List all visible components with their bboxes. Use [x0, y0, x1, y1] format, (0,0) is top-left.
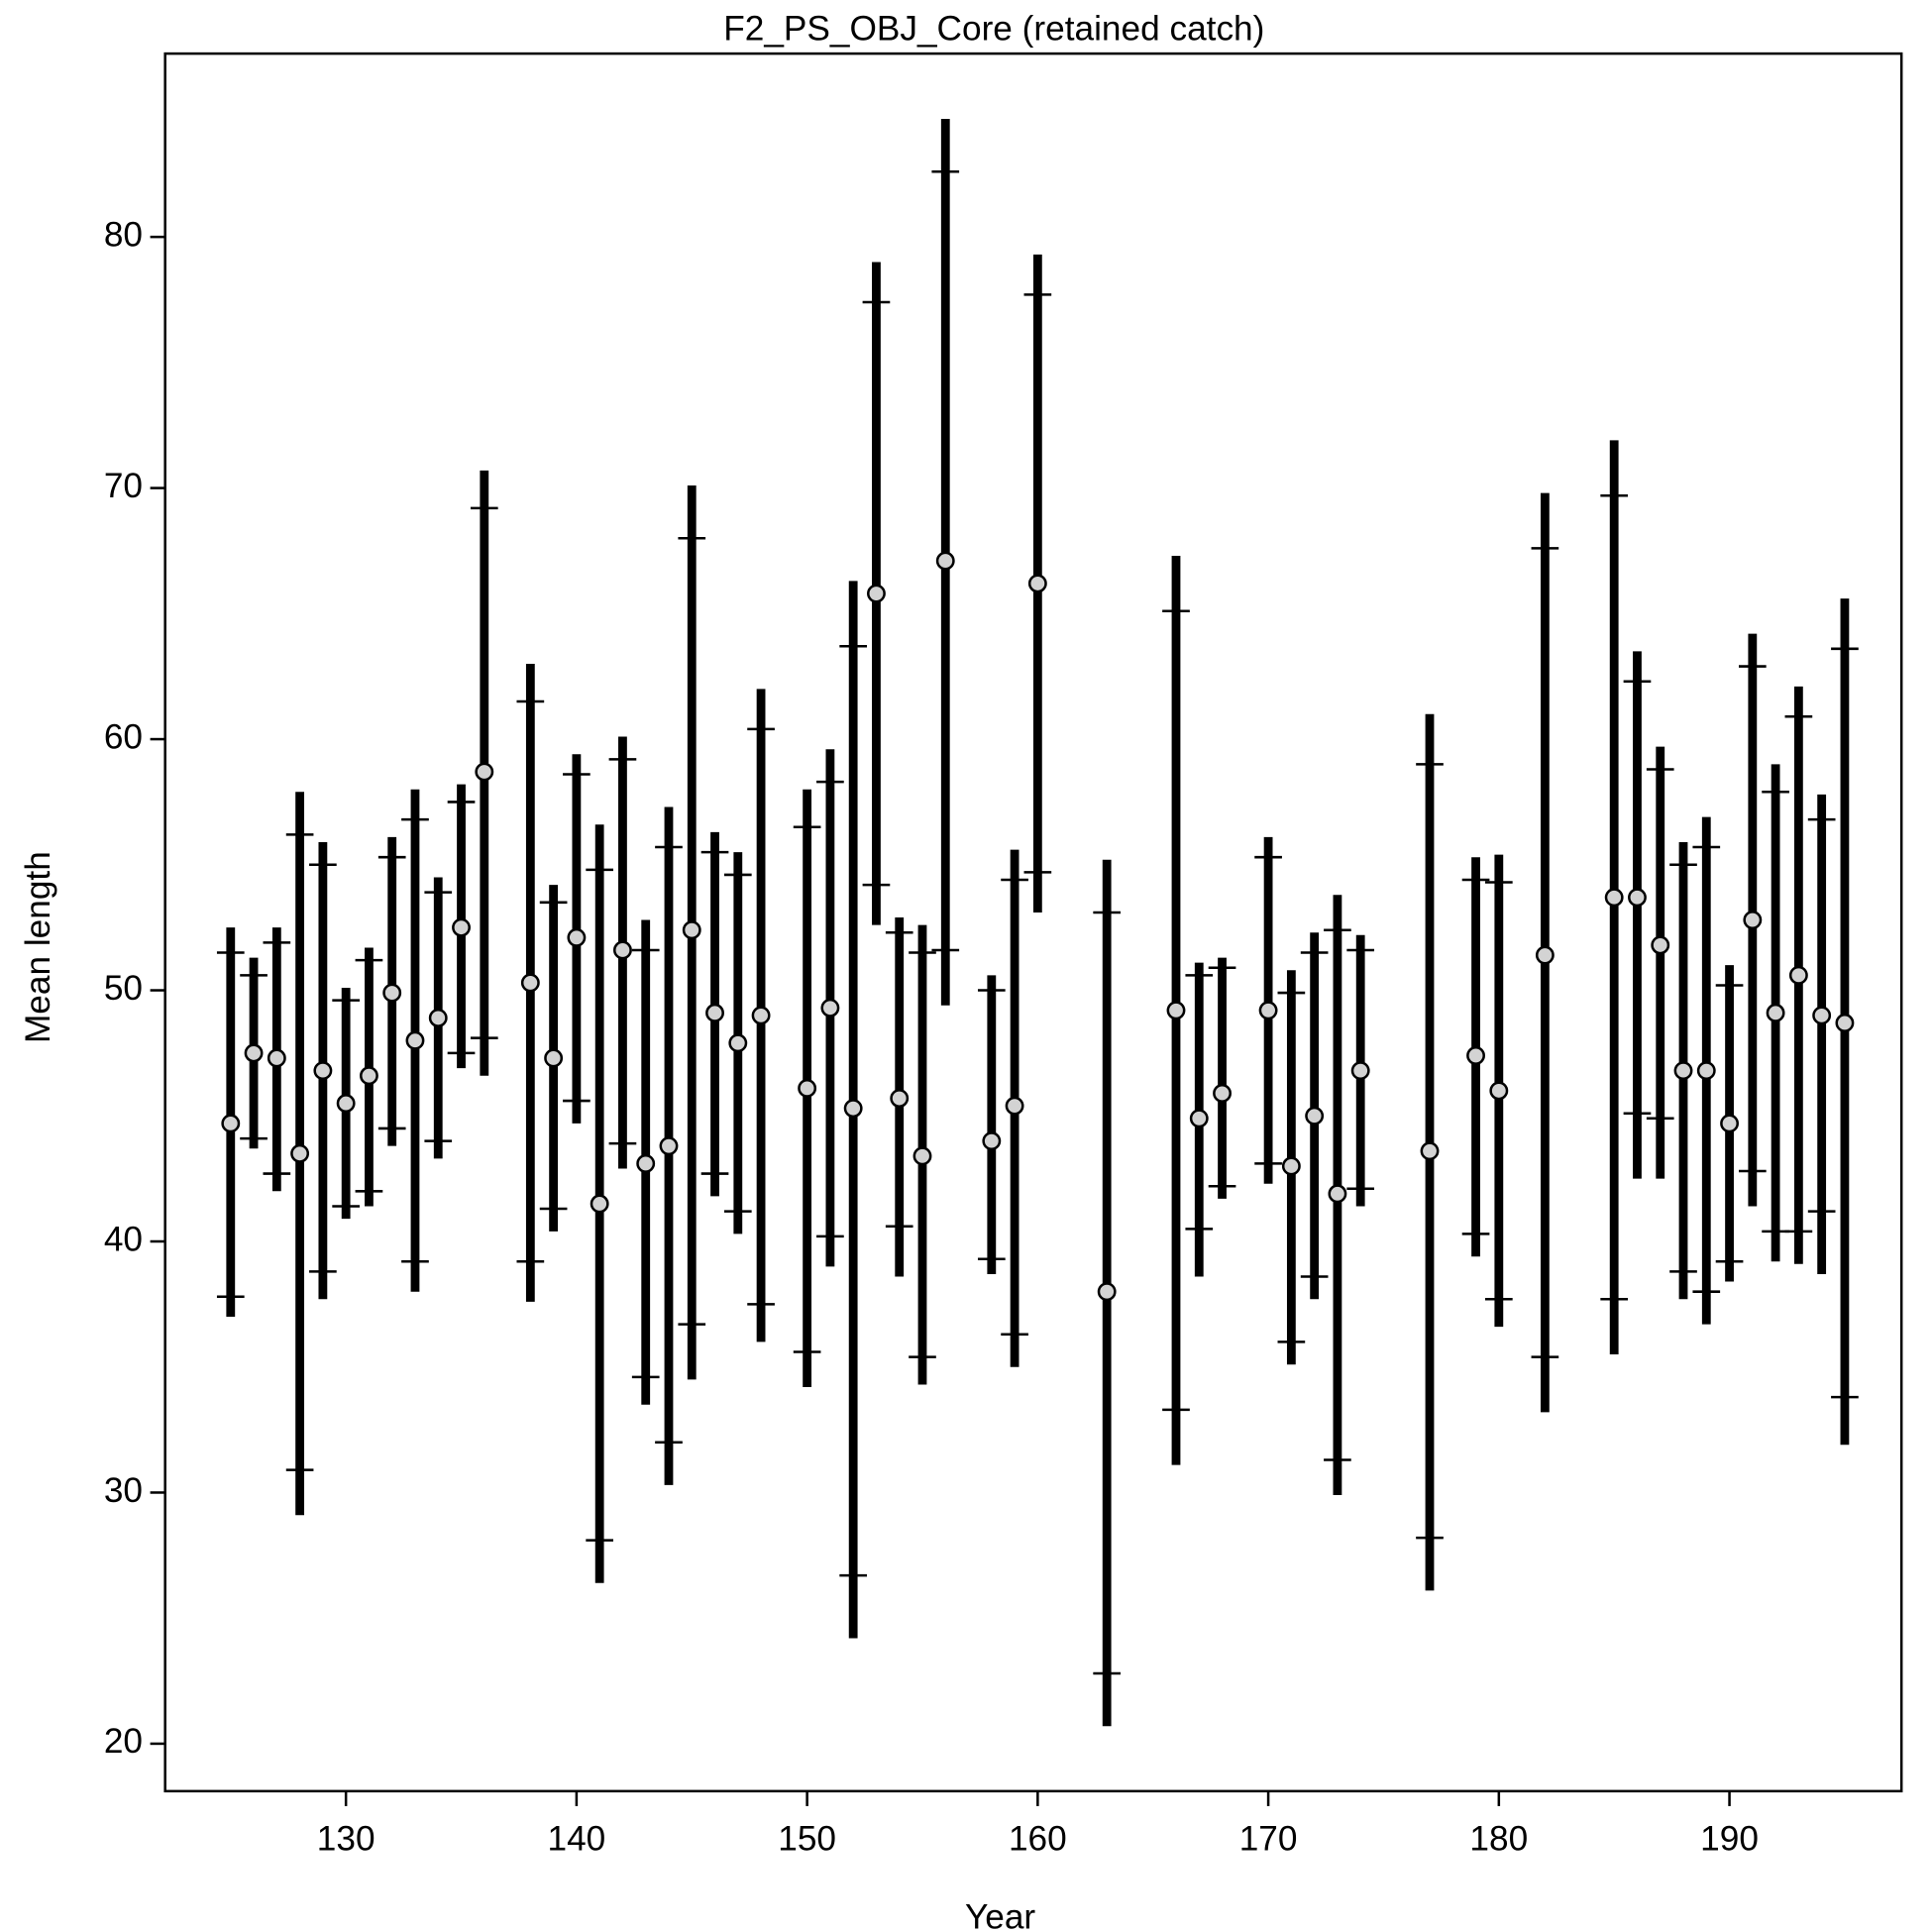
mean-point [1788, 965, 1808, 985]
mean-point [1835, 1014, 1855, 1032]
mean-point [1628, 888, 1647, 908]
mean-point [613, 940, 632, 960]
mean-point [705, 1003, 724, 1022]
mean-point [728, 1033, 748, 1053]
y-tick-label: 30 [104, 1471, 143, 1510]
mean-point [359, 1066, 378, 1086]
x-tick-label: 150 [778, 1819, 836, 1858]
mean-point [452, 917, 471, 937]
mean-point [313, 1061, 333, 1081]
mean-point [1812, 1006, 1832, 1025]
mean-point [1766, 1003, 1785, 1022]
mean-point [1489, 1081, 1509, 1101]
mean-point [1604, 888, 1624, 908]
mean-point [1005, 1096, 1024, 1116]
mean-point [475, 762, 494, 782]
mean-point [1696, 1061, 1716, 1081]
mean-point [912, 1146, 932, 1166]
mean-point [1281, 1156, 1301, 1176]
y-tick-label: 50 [104, 969, 143, 1008]
mean-point [1097, 1282, 1117, 1302]
x-tick-label: 170 [1239, 1819, 1298, 1858]
mean-point [1420, 1141, 1440, 1161]
mean-point [244, 1043, 264, 1063]
mean-point [820, 998, 840, 1018]
mean-point [290, 1143, 310, 1163]
mean-point [221, 1114, 241, 1133]
y-tick-label: 20 [104, 1722, 143, 1761]
mean-point [798, 1078, 817, 1098]
mean-point [1027, 574, 1047, 593]
mean-point [567, 927, 587, 947]
x-tick-label: 160 [1009, 1819, 1067, 1858]
mean-point [1535, 945, 1555, 965]
mean-point [1305, 1106, 1325, 1126]
mean-point [636, 1153, 656, 1173]
mean-point [890, 1089, 910, 1108]
mean-point [1743, 911, 1763, 929]
mean-point [382, 983, 402, 1003]
mean-point [659, 1136, 679, 1156]
x-tick-label: 130 [317, 1819, 376, 1858]
y-tick-label: 70 [104, 467, 143, 505]
y-axis-label: Mean length [19, 851, 57, 1043]
mean-point [1466, 1045, 1485, 1065]
mean-point [1673, 1061, 1693, 1081]
mean-point [843, 1099, 863, 1119]
mean-point [267, 1048, 286, 1068]
y-tick-label: 40 [104, 1220, 143, 1258]
mean-point [1350, 1061, 1370, 1081]
mean-point [1651, 935, 1670, 955]
y-tick-label: 60 [104, 717, 143, 756]
chart-title: F2_PS_OBJ_Core (retained catch) [723, 10, 1264, 49]
mean-point [1213, 1084, 1232, 1103]
mean-point [1189, 1109, 1209, 1128]
mean-point [982, 1131, 1002, 1151]
mean-point [405, 1030, 425, 1050]
x-tick-label: 190 [1700, 1819, 1759, 1858]
mean-point [1720, 1114, 1739, 1133]
mean-point [428, 1008, 448, 1027]
mean-point [1328, 1184, 1347, 1204]
x-axis-label: Year [965, 1898, 1035, 1932]
y-tick-label: 80 [104, 215, 143, 254]
plot-frame [163, 52, 1903, 1793]
mean-point [682, 920, 701, 940]
mean-point [935, 551, 955, 571]
x-tick-label: 180 [1469, 1819, 1528, 1858]
mean-point [336, 1094, 356, 1114]
mean-point [590, 1194, 609, 1214]
mean-point [1258, 1001, 1278, 1020]
mean-point [520, 973, 540, 993]
mean-point [1166, 1001, 1186, 1020]
x-tick-label: 140 [548, 1819, 606, 1858]
mean-point [751, 1006, 771, 1025]
mean-point [544, 1048, 564, 1068]
mean-point [867, 584, 886, 603]
